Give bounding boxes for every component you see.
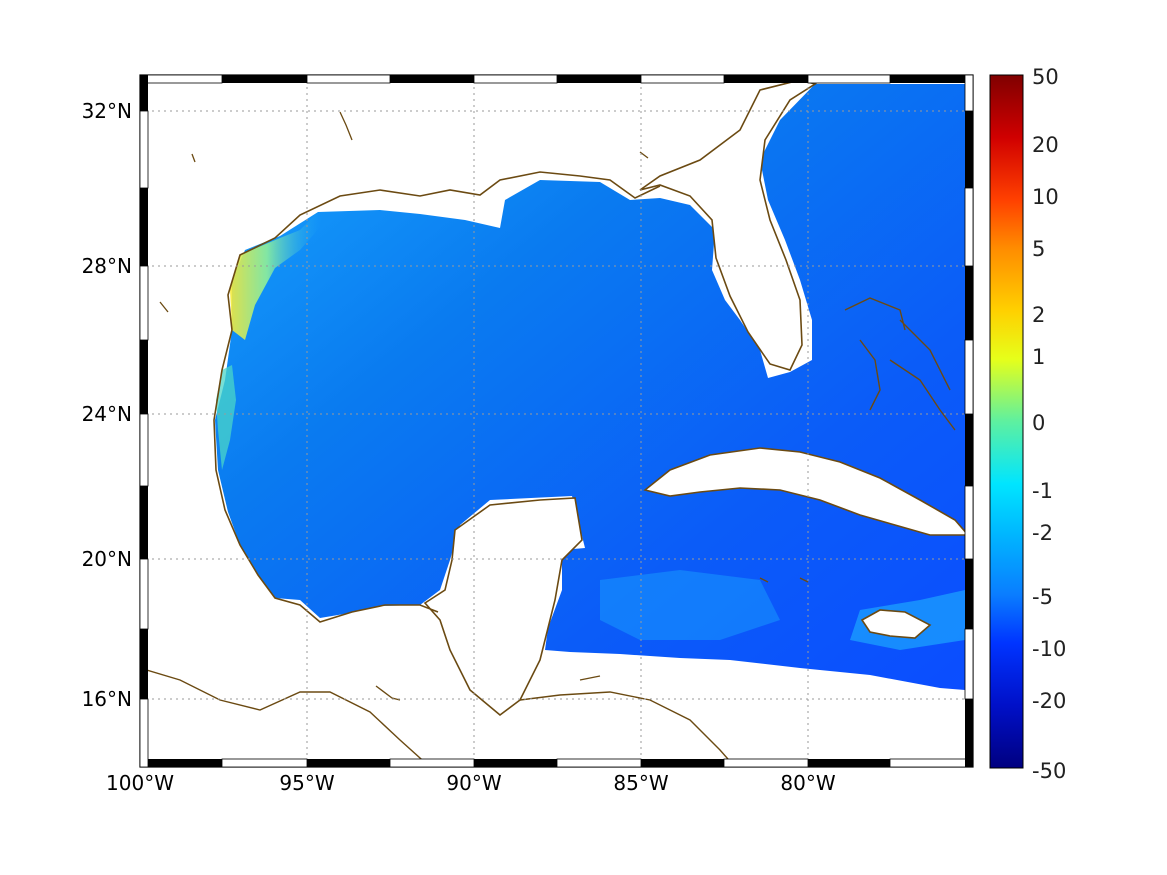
colorbar-label: -1 — [1032, 479, 1053, 503]
lat-label-16n: 16°N — [82, 687, 132, 711]
yucatan-channel-patch — [600, 570, 780, 640]
colorbar-label: 1 — [1032, 345, 1045, 369]
lat-label-32n: 32°N — [82, 99, 132, 123]
colorbar-label: 5 — [1032, 237, 1045, 261]
texas-shelf-anomaly — [230, 212, 322, 340]
florida-land — [639, 79, 817, 371]
bahamas-islands — [844, 297, 956, 431]
colorbar-label: -10 — [1032, 637, 1066, 661]
lat-label-20n: 20°N — [82, 547, 132, 571]
map-panel — [140, 75, 973, 767]
colorbar-gradient — [989, 74, 1024, 769]
longitude-labels: 100°W 95°W 90°W 85°W 80°W — [106, 771, 836, 795]
mexico-coastline — [213, 329, 439, 623]
colorbar-label: 50 — [1032, 65, 1059, 89]
colorbar-label: -2 — [1032, 521, 1053, 545]
mexico-coast-anomaly — [216, 365, 236, 470]
lon-label-85w: 85°W — [613, 771, 668, 795]
central-america-coastline — [140, 667, 736, 767]
colorbar-label: -5 — [1032, 585, 1053, 609]
jamaica-island — [860, 609, 932, 639]
gulf-ocean-field — [215, 84, 965, 690]
colorbar-label: -50 — [1032, 759, 1066, 783]
colorbar-label: 10 — [1032, 185, 1059, 209]
yucatan-land — [423, 497, 583, 717]
graticule — [140, 75, 973, 767]
colorbar-label: -20 — [1032, 689, 1066, 713]
colorbar: 50 20 10 5 2 1 0 -1 -2 -5 -10 -20 -50 — [989, 65, 1066, 783]
lon-label-95w: 95°W — [279, 771, 334, 795]
map-frame — [139, 74, 974, 768]
lon-label-90w: 90°W — [446, 771, 501, 795]
us-gulf-coastline — [227, 171, 661, 331]
latitude-labels: 32°N 28°N 24°N 20°N 16°N — [82, 99, 132, 711]
lon-label-80w: 80°W — [780, 771, 835, 795]
lat-label-28n: 28°N — [82, 254, 132, 278]
colorbar-label: 0 — [1032, 411, 1045, 435]
colorbar-label: 20 — [1032, 133, 1059, 157]
colorbar-label: 2 — [1032, 303, 1045, 327]
lat-label-24n: 24°N — [82, 402, 132, 426]
small-islands — [159, 111, 809, 701]
lon-label-100w: 100°W — [106, 771, 174, 795]
colorbar-labels: 50 20 10 5 2 1 0 -1 -2 -5 -10 -20 -50 — [1032, 65, 1066, 783]
